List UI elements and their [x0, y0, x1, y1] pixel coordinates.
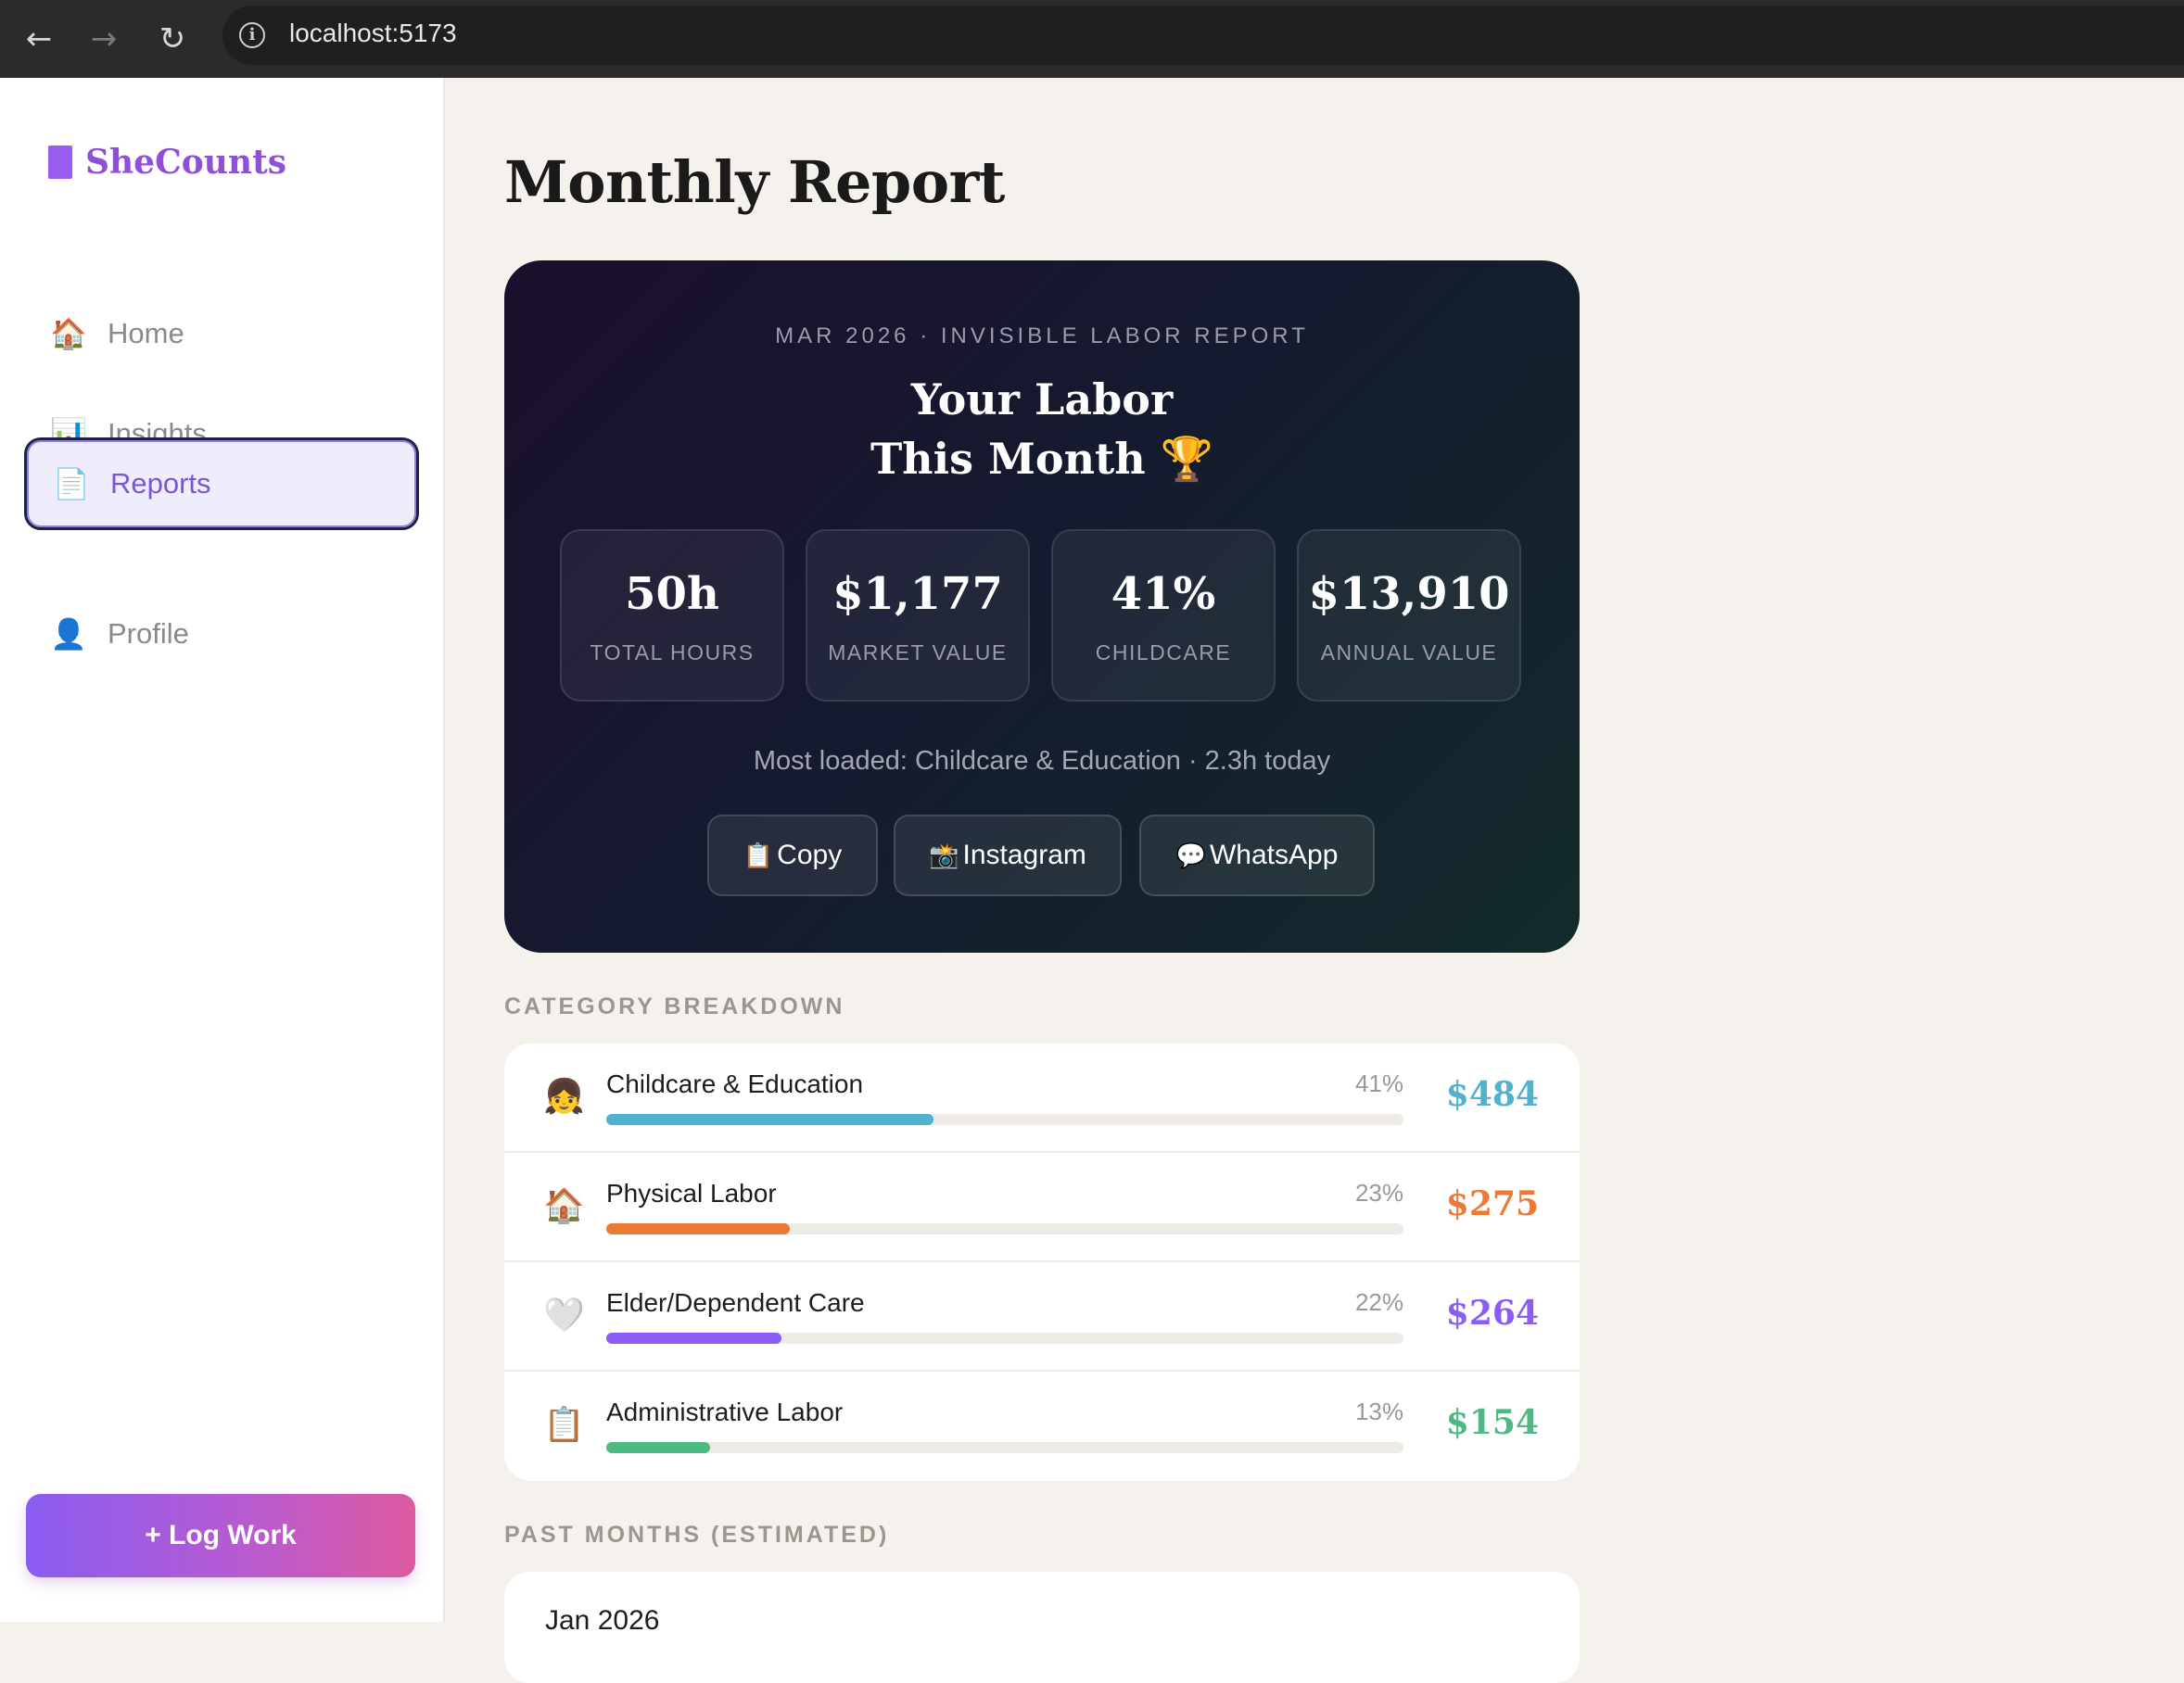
category-row-elder-care: 🤍 Elder/Dependent Care 22% $264: [504, 1262, 1580, 1372]
category-breakdown-card: 👧 Childcare & Education 41% $484 🏠 Physi…: [504, 1044, 1580, 1481]
sidebar-item-reports[interactable]: 📄 Reports: [24, 437, 419, 530]
brand-logo[interactable]: SheCounts: [48, 143, 286, 182]
stat-label: TOTAL HOURS: [590, 640, 755, 664]
document-icon: 📄: [53, 466, 90, 501]
url-text[interactable]: localhost:5173: [289, 19, 457, 47]
stat-market-value: $1,177 MARKET VALUE: [806, 529, 1030, 702]
copy-button[interactable]: 📋 Copy: [707, 815, 878, 896]
category-percent: 22%: [1354, 1288, 1403, 1316]
category-progress-fill: [606, 1333, 782, 1344]
category-breakdown-heading: CATEGORY BREAKDOWN: [504, 993, 845, 1019]
category-row-childcare: 👧 Childcare & Education 41% $484: [504, 1044, 1580, 1153]
house-icon: 🏠: [543, 1187, 585, 1225]
stat-value: $1,177: [832, 568, 1003, 620]
category-progress-fill: [606, 1442, 710, 1453]
past-month-label: Jan 2026: [545, 1605, 660, 1636]
user-icon: 👤: [50, 616, 87, 652]
page-title: Monthly Report: [504, 148, 1005, 216]
whatsapp-button[interactable]: 💬 WhatsApp: [1139, 815, 1375, 896]
sidebar-item-label: Reports: [110, 467, 211, 500]
headline-line-1: Your Labor: [910, 374, 1174, 424]
stat-value: $13,910: [1308, 568, 1510, 620]
past-months-heading: PAST MONTHS (ESTIMATED): [504, 1522, 890, 1548]
share-button-label: Copy: [777, 840, 843, 870]
category-progress-track: [606, 1223, 1403, 1234]
category-amount: $154: [1445, 1403, 1539, 1442]
info-icon[interactable]: i: [239, 22, 265, 48]
category-progress-track: [606, 1442, 1403, 1453]
instagram-button[interactable]: 📸 Instagram: [894, 815, 1122, 896]
category-progress-track: [606, 1114, 1403, 1125]
category-progress-track: [606, 1333, 1403, 1344]
category-name: Administrative Labor: [606, 1398, 844, 1426]
stat-label: CHILDCARE: [1095, 640, 1232, 664]
category-percent: 13%: [1354, 1398, 1403, 1425]
report-headline: Your Labor This Month 🏆: [504, 370, 1580, 488]
sidebar-item-label: Profile: [108, 617, 189, 650]
report-hero-card: MAR 2026 · INVISIBLE LABOR REPORT Your L…: [504, 260, 1580, 953]
category-progress-fill: [606, 1114, 933, 1125]
category-name: Childcare & Education: [606, 1069, 864, 1098]
stat-label: MARKET VALUE: [828, 640, 1008, 664]
category-percent: 23%: [1354, 1179, 1403, 1207]
share-button-label: Instagram: [962, 840, 1086, 870]
heart-icon: 🤍: [543, 1297, 585, 1335]
category-name: Physical Labor: [606, 1179, 777, 1208]
log-work-button[interactable]: + Log Work: [26, 1494, 415, 1577]
category-row-administrative: 📋 Administrative Labor 13% $154: [504, 1372, 1580, 1481]
sidebar-item-label: Home: [108, 317, 184, 349]
category-row-physical: 🏠 Physical Labor 23% $275: [504, 1153, 1580, 1262]
clipboard-icon: 📋: [543, 1406, 585, 1444]
category-progress-fill: [606, 1223, 790, 1234]
most-loaded-text: Most loaded: Childcare & Education · 2.3…: [753, 746, 1331, 776]
stat-value: 50h: [625, 568, 719, 620]
sidebar: SheCounts 🏠 Home 📊 Insights 📄 Reports 👤 …: [0, 78, 445, 1622]
stat-annual-value: $13,910 ANNUAL VALUE: [1297, 529, 1521, 702]
category-amount: $264: [1445, 1294, 1539, 1333]
camera-icon: 📸: [929, 841, 959, 869]
browser-toolbar: ← → ↻ i localhost:5173: [0, 0, 2184, 78]
headline-line-2: This Month 🏆: [870, 434, 1214, 484]
sidebar-item-home[interactable]: 🏠 Home: [24, 287, 419, 380]
stat-childcare: 41% CHILDCARE: [1051, 529, 1276, 702]
girl-icon: 👧: [543, 1078, 585, 1116]
share-button-label: WhatsApp: [1209, 840, 1339, 870]
reload-icon[interactable]: ↻: [159, 20, 186, 57]
category-amount: $484: [1445, 1075, 1539, 1114]
clipboard-icon: 📋: [743, 841, 774, 869]
back-icon[interactable]: ←: [25, 20, 53, 57]
forward-icon[interactable]: →: [90, 20, 118, 57]
stat-label: ANNUAL VALUE: [1320, 640, 1498, 664]
past-months-card[interactable]: Jan 2026: [504, 1572, 1580, 1683]
brand-mark-icon: [48, 146, 72, 179]
address-bar[interactable]: i localhost:5173: [222, 6, 2184, 65]
stat-value: 41%: [1111, 568, 1216, 620]
category-amount: $275: [1445, 1184, 1539, 1223]
speech-bubble-icon: 💬: [1175, 841, 1206, 869]
stat-total-hours: 50h TOTAL HOURS: [560, 529, 784, 702]
category-percent: 41%: [1354, 1069, 1403, 1097]
sidebar-item-profile[interactable]: 👤 Profile: [24, 588, 419, 680]
brand-name: SheCounts: [85, 143, 286, 182]
category-name: Elder/Dependent Care: [606, 1288, 865, 1317]
home-icon: 🏠: [50, 316, 87, 351]
report-eyebrow: MAR 2026 · INVISIBLE LABOR REPORT: [775, 323, 1309, 348]
